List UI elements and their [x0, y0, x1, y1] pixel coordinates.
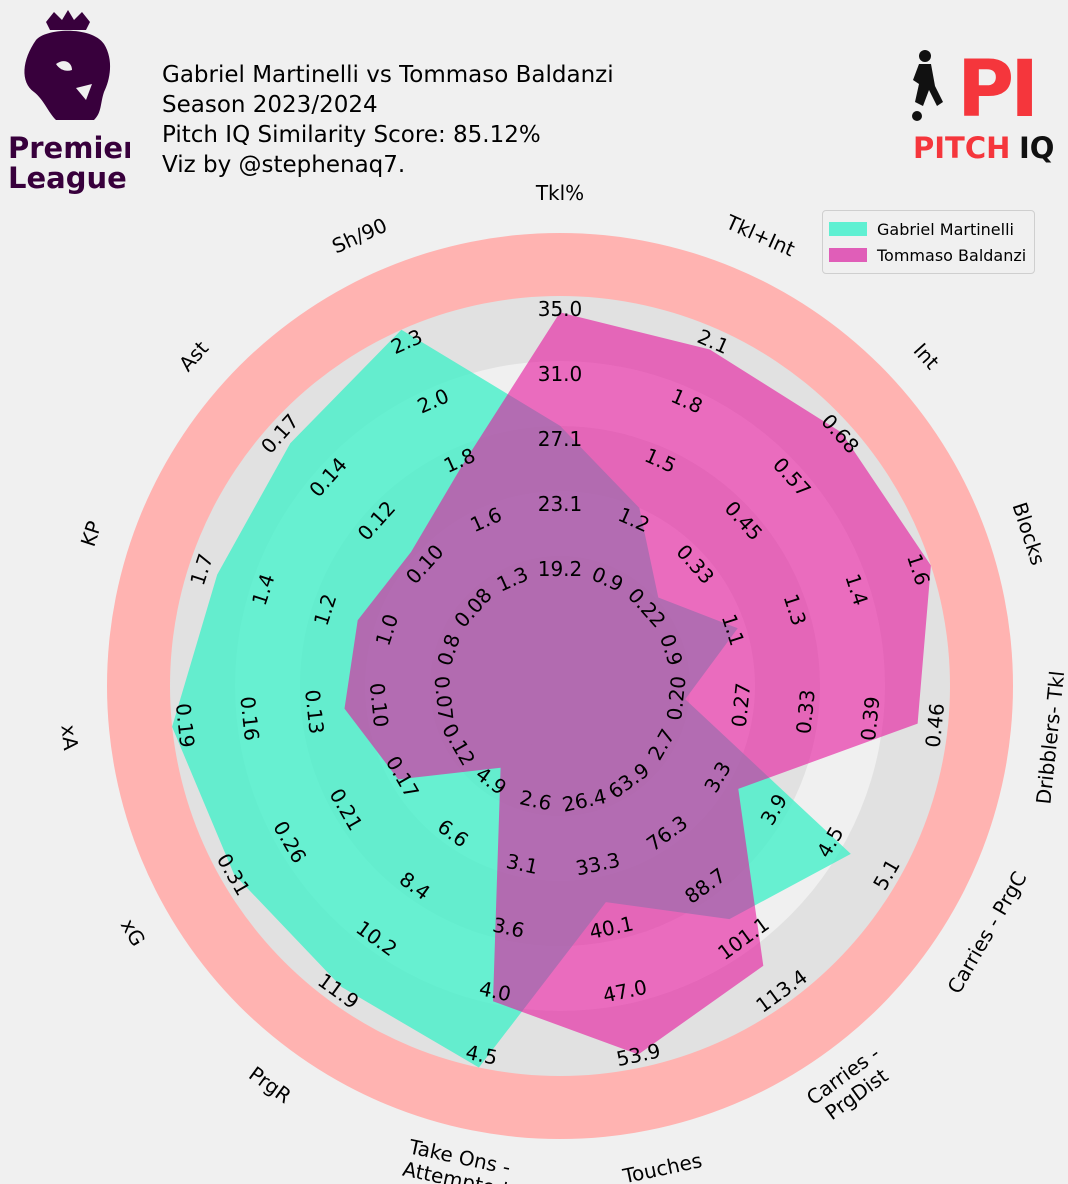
title-players: Gabriel Martinelli vs Tommaso Baldanzi — [162, 62, 614, 88]
legend-label-player-2: Tommaso Baldanzi — [877, 245, 1027, 265]
ring-label-5-3: 0.33 — [791, 688, 820, 735]
ring-label-5-5: 0.46 — [921, 702, 950, 749]
param-label-12: xA — [56, 724, 83, 752]
legend-label-player-1: Gabriel Martinelli — [877, 219, 1014, 239]
chart-header: Gabriel Martinelli vs Tommaso Baldanzi S… — [162, 60, 614, 180]
ring-label-1-1: 19.2 — [538, 557, 583, 581]
param-label-13: KP — [76, 518, 107, 549]
pitch-iq-word-pitch: PITCH — [913, 131, 1010, 165]
ring-label-12-5: 0.19 — [171, 702, 200, 749]
legend-entry-player-1: Gabriel Martinelli — [829, 216, 1026, 242]
ring-label-5-1: 0.20 — [662, 675, 691, 722]
param-label-11: xG — [116, 915, 150, 951]
ring-label-12-2: 0.10 — [365, 682, 394, 729]
pitch-iq-logo: PI PITCH IQ — [912, 45, 1054, 165]
ring-label-12-1: 0.07 — [429, 675, 458, 722]
ring-label-12-4: 0.16 — [235, 695, 264, 742]
ring-label-12-3: 0.13 — [300, 688, 329, 735]
legend-swatch-player-2 — [829, 248, 867, 262]
title-season: Season 2023/2024 — [162, 92, 378, 118]
param-label-10: PrgR — [244, 1062, 296, 1109]
ring-label-1-3: 27.1 — [538, 427, 583, 451]
ring-label-1-4: 31.0 — [538, 362, 583, 386]
series-polygon-2 — [344, 312, 931, 1055]
legend-entry-player-2: Tommaso Baldanzi — [829, 242, 1026, 268]
title-credit: Viz by @stephenaq7. — [162, 152, 406, 178]
ring-label-5-4: 0.39 — [856, 695, 885, 742]
param-label-15: Sh/90 — [328, 213, 390, 258]
param-label-14: Ast — [174, 336, 213, 376]
pitch-iq-mark: PI — [957, 45, 1035, 135]
legend-swatch-player-1 — [829, 222, 867, 236]
premier-league-wordmark-bottom: League — [8, 161, 127, 194]
param-label-9: Take Ons -Attempted — [401, 1134, 515, 1184]
param-label-4: Blocks — [1008, 499, 1051, 568]
pitch-iq-word-iq: IQ — [1019, 131, 1054, 165]
ring-label-1-5: 35.0 — [538, 297, 583, 321]
param-label-5: Dribblers- Tkl — [1031, 670, 1068, 806]
premier-league-wordmark-top: Premier — [8, 131, 130, 165]
param-label-1: Tkl% — [535, 181, 584, 205]
ring-label-5-2: 0.27 — [727, 682, 756, 729]
title-similarity: Pitch IQ Similarity Score: 85.12% — [162, 122, 541, 148]
chart-legend: Gabriel Martinelli Tommaso Baldanzi — [822, 210, 1036, 274]
param-label-3: Int — [909, 338, 945, 374]
param-label-2: Tkl+Int — [722, 209, 799, 261]
premier-league-logo: Premier League — [8, 10, 130, 194]
ring-label-1-2: 23.1 — [538, 492, 583, 516]
param-label-8: Touches — [620, 1148, 704, 1184]
